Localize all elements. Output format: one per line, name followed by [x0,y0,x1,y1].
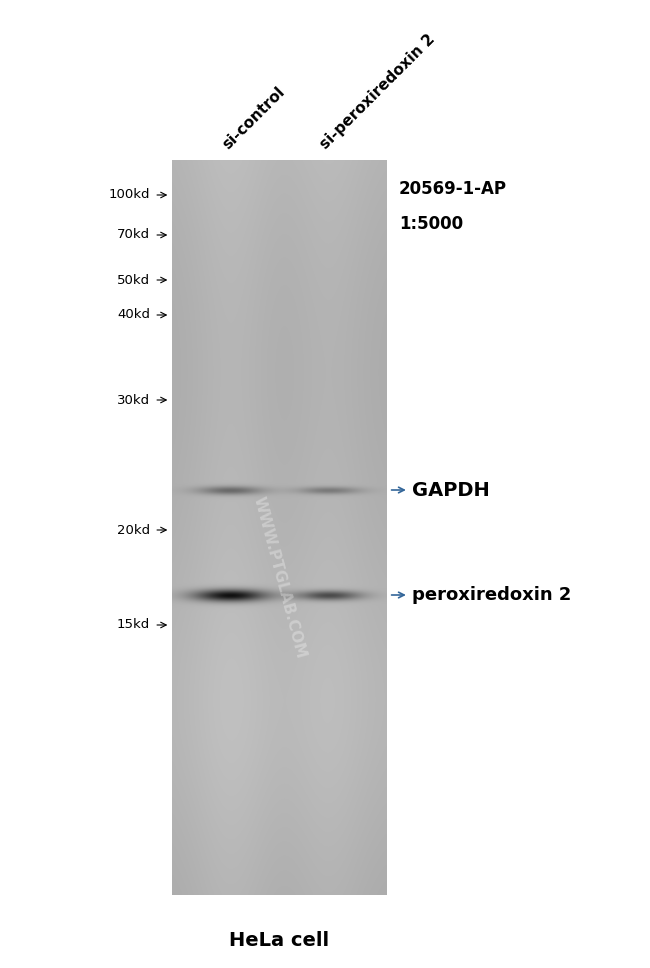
Text: 15kd: 15kd [117,619,150,631]
Text: peroxiredoxin 2: peroxiredoxin 2 [411,586,571,604]
Text: si-peroxiredoxin 2: si-peroxiredoxin 2 [318,31,438,152]
Text: 30kd: 30kd [117,394,150,407]
Text: HeLa cell: HeLa cell [229,930,330,950]
Text: 20kd: 20kd [117,524,150,536]
Text: 70kd: 70kd [117,228,150,241]
Text: GAPDH: GAPDH [411,480,489,499]
Text: 1:5000: 1:5000 [398,215,463,233]
Text: 20569-1-AP: 20569-1-AP [398,180,507,198]
Text: 40kd: 40kd [117,309,150,321]
Text: 100kd: 100kd [109,189,150,201]
Text: 50kd: 50kd [117,274,150,287]
Text: WWW.PTGLAB.COM: WWW.PTGLAB.COM [251,495,308,660]
Text: si-control: si-control [220,84,288,152]
